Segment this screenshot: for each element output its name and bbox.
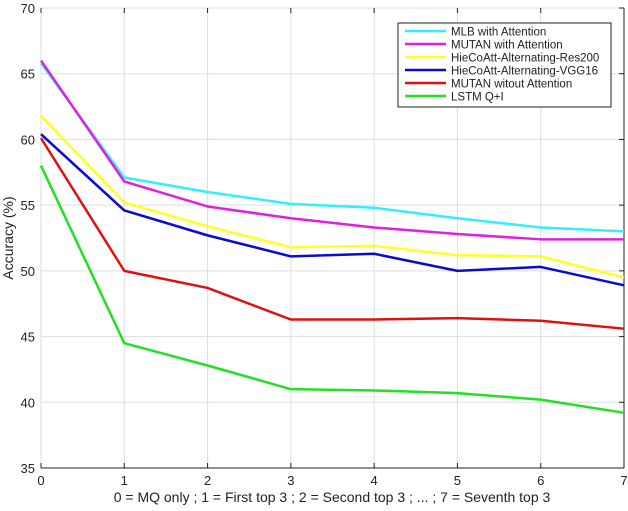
y-tick-label: 40 bbox=[21, 395, 35, 410]
legend-label: HieCoAtt-Alternating-VGG16 bbox=[451, 66, 598, 78]
y-tick-label: 45 bbox=[21, 330, 35, 345]
series-line-4 bbox=[39, 137, 625, 330]
y-tick-label: 60 bbox=[21, 132, 35, 147]
series-line-3 bbox=[40, 133, 625, 287]
x-tick-label: 3 bbox=[287, 473, 294, 488]
x-tick-label: 4 bbox=[371, 473, 378, 488]
series-line-5 bbox=[39, 165, 625, 415]
series-lines bbox=[39, 59, 625, 415]
series-line-2 bbox=[40, 114, 625, 279]
legend-box bbox=[397, 22, 612, 108]
y-tick-label: 35 bbox=[21, 461, 35, 476]
legend-label: HieCoAtt-Alternating-Res200 bbox=[451, 53, 599, 65]
series-line-0 bbox=[39, 62, 625, 233]
legend-label: MUTAN with Attention bbox=[451, 40, 563, 52]
y-tick-label: 50 bbox=[21, 264, 35, 279]
x-tick-label: 2 bbox=[204, 473, 211, 488]
legend-label: LSTM Q+I bbox=[451, 92, 504, 104]
legend-label: MLB with Attention bbox=[451, 27, 546, 39]
x-tick-label: 6 bbox=[537, 473, 544, 488]
y-tick-label: 55 bbox=[21, 198, 35, 213]
x-tick-label: 7 bbox=[620, 473, 627, 488]
y-tick-label: 70 bbox=[21, 1, 35, 16]
y-axis-label: Accuracy (%) bbox=[0, 196, 16, 279]
x-axis-label: 0 = MQ only ; 1 = First top 3 ; 2 = Seco… bbox=[114, 489, 551, 505]
x-tick-label: 0 bbox=[37, 473, 44, 488]
x-tick-label: 5 bbox=[454, 473, 461, 488]
axes bbox=[40, 7, 625, 469]
series-line-1 bbox=[39, 59, 624, 241]
legend-label: MUTAN witout Attention bbox=[451, 79, 572, 91]
y-tick-label: 65 bbox=[21, 67, 35, 82]
x-tick-label: 1 bbox=[121, 473, 128, 488]
